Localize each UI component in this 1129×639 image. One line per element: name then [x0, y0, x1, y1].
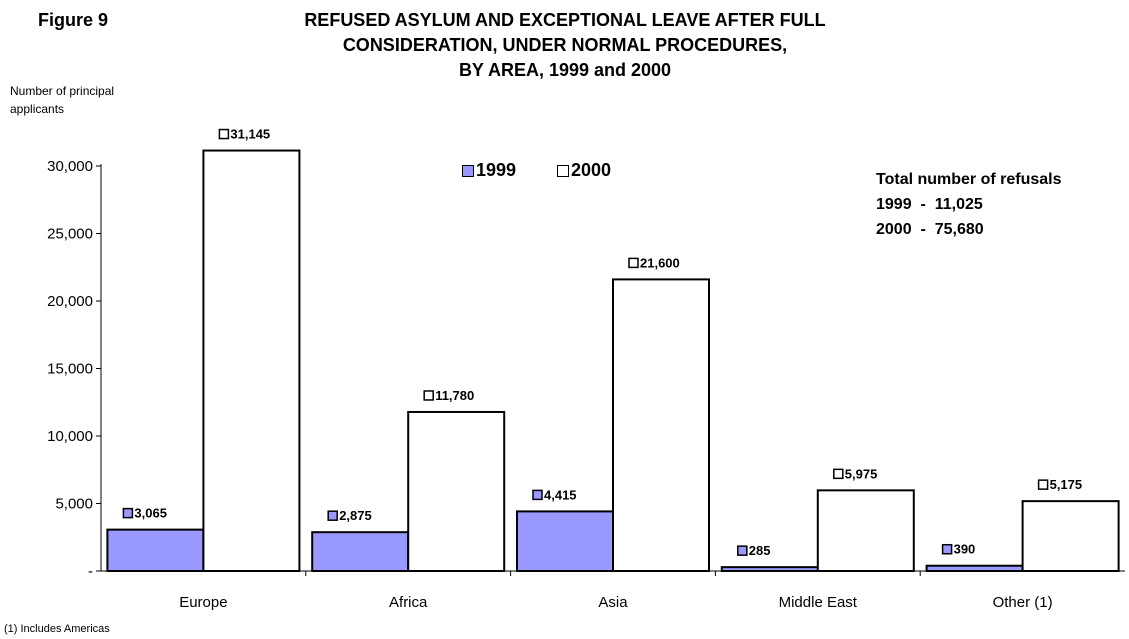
data-label-2000: 5,175 — [1050, 477, 1083, 492]
y-axis-label-line-2: applicants — [10, 102, 65, 116]
bar-2000 — [816, 489, 915, 572]
data-label-marker-2000 — [1037, 479, 1049, 490]
bar-1999 — [925, 564, 1024, 572]
x-tick-label: Europe — [179, 594, 227, 611]
data-label-marker-1999 — [122, 507, 134, 519]
data-label-1999: 3,065 — [134, 506, 167, 521]
legend-label-2000: 2000 — [571, 160, 612, 180]
totals-box: Total number of refusals 1999 - 11,025 2… — [876, 167, 1062, 242]
bar-2000 — [1021, 500, 1120, 573]
legend-item-2000: 2000 — [557, 160, 611, 181]
totals-2000: 2000 - 75,680 — [876, 221, 984, 238]
data-label-marker-2000 — [218, 128, 230, 140]
data-label-2000: 31,145 — [230, 127, 270, 142]
bar-1999 — [106, 528, 205, 572]
x-tick-label: Middle East — [779, 594, 858, 611]
figure-label: Figure 9 — [38, 10, 109, 30]
y-tick-label: 20,000 — [47, 293, 93, 310]
bar-1999 — [311, 531, 410, 572]
legend-label-1999: 1999 — [476, 160, 517, 180]
data-label-1999: 285 — [749, 543, 771, 558]
y-tick-label: 30,000 — [47, 158, 93, 175]
data-label-1999: 4,415 — [544, 487, 577, 502]
bar-1999 — [516, 510, 614, 572]
data-label-marker-2000 — [628, 257, 639, 269]
data-label-marker-2000 — [833, 468, 844, 480]
data-label-marker-2000 — [423, 390, 434, 401]
data-label-marker-1999 — [737, 545, 748, 556]
y-tick-label: 5,000 — [55, 496, 93, 513]
totals-heading: Total number of refusals — [876, 171, 1062, 188]
x-tick-label: Africa — [389, 594, 428, 611]
bar-2000 — [202, 149, 301, 572]
data-label-marker-1999 — [327, 510, 338, 521]
data-label-2000: 21,600 — [640, 255, 680, 270]
y-tick-label: - — [88, 563, 93, 580]
chart-title: REFUSED ASYLUM AND EXCEPTIONAL LEAVE AFT… — [220, 8, 910, 83]
totals-1999: 1999 - 11,025 — [876, 196, 983, 213]
footnote: (1) Includes Americas — [4, 623, 110, 635]
y-tick-label: 25,000 — [47, 226, 93, 243]
title-line-2: CONSIDERATION, UNDER NORMAL PROCEDURES, — [342, 35, 788, 55]
data-label-2000: 5,975 — [845, 466, 878, 481]
y-axis-label: Number of principal applicants — [10, 82, 114, 118]
y-tick-label: 15,000 — [47, 361, 93, 378]
data-label-1999: 390 — [954, 542, 976, 557]
y-tick-label: 10,000 — [47, 428, 93, 445]
x-tick-label: Asia — [598, 594, 628, 611]
bar-1999 — [720, 566, 819, 573]
data-label-1999: 2,875 — [339, 508, 372, 523]
data-label-marker-1999 — [941, 543, 953, 555]
data-label-marker-1999 — [532, 489, 543, 501]
legend-swatch-1999 — [462, 164, 474, 177]
title-line-3: BY AREA, 1999 and 2000 — [458, 60, 672, 80]
y-axis-label-line-1: Number of principal — [10, 84, 115, 98]
bar-2000 — [612, 278, 710, 572]
x-tick-label: Other (1) — [993, 594, 1053, 611]
title-line-1: REFUSED ASYLUM AND EXCEPTIONAL LEAVE AFT… — [304, 10, 826, 30]
legend-item-1999: 1999 — [462, 160, 516, 181]
data-label-2000: 11,780 — [435, 388, 474, 403]
legend-swatch-2000 — [557, 164, 569, 177]
bar-2000 — [407, 410, 506, 572]
